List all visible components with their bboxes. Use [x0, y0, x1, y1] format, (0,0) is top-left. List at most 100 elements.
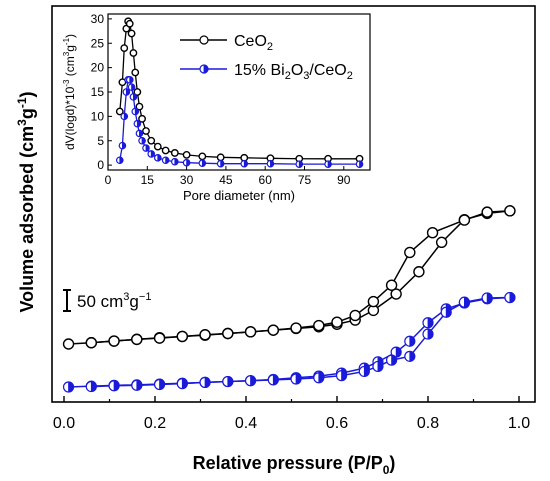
- isotherm-point-desorption: [458, 214, 471, 226]
- isotherm-point-adsorption-fill: [409, 335, 416, 347]
- isotherm-point-desorption: [153, 378, 166, 391]
- isotherm-point-desorption-fill: [363, 366, 370, 377]
- isotherm-point-adsorption-fill: [68, 381, 74, 393]
- psd-point-fill: [174, 158, 179, 166]
- psd-point-fill: [122, 142, 126, 150]
- psd-point: [216, 159, 225, 168]
- isotherm-point-adsorption-fill: [427, 317, 434, 329]
- isotherm-point-desorption: [85, 380, 97, 393]
- psd-point: [240, 159, 249, 168]
- psd-point: [295, 160, 304, 168]
- main-x-tick-label: 0.4: [235, 415, 257, 432]
- psd-point-fill: [131, 83, 136, 91]
- isotherm-point-desorption: [267, 324, 279, 336]
- psd-point-fill: [150, 150, 155, 158]
- isotherm-point-desorption-outline: [404, 246, 416, 259]
- isotherm-point-desorption-outline: [313, 319, 325, 332]
- main-x-tick-label: 0.6: [326, 415, 348, 432]
- psd-point-outline: [153, 142, 162, 151]
- psd-point-fill: [129, 76, 134, 84]
- isotherm-line-adsorption: [68, 210, 510, 345]
- inset-x-tick-label: 75: [298, 173, 312, 187]
- legend-item-ceo2: CeO2: [180, 33, 273, 53]
- psd-point-outline: [131, 68, 140, 77]
- psd-point-fill: [139, 129, 143, 138]
- psd-point-outline: [138, 114, 146, 123]
- psd-point-outline: [216, 153, 225, 162]
- isotherm-point-desorption: [367, 295, 380, 308]
- psd-point: [216, 153, 225, 162]
- isotherm-point-desorption: [290, 322, 302, 334]
- psd-point: [324, 160, 332, 168]
- isotherm-point-adsorption-outline: [390, 288, 402, 300]
- psd-point-fill: [327, 160, 332, 168]
- main-plot-series: [62, 205, 516, 393]
- legend-marker-ceo2: [199, 35, 209, 45]
- psd-point-outline: [135, 102, 144, 111]
- isotherm-point-desorption: [313, 372, 325, 384]
- isotherm-point-desorption-outline: [331, 316, 343, 328]
- psd-point: [266, 159, 275, 168]
- legend-marker-dot: [199, 64, 209, 74]
- isotherm-point-desorption-outline: [426, 226, 439, 239]
- isotherm-point-adsorption: [62, 381, 75, 393]
- isotherm-point-desorption-fill: [272, 374, 279, 386]
- isotherm-point-desorption: [267, 374, 279, 386]
- psd-point-outline: [161, 146, 170, 155]
- isotherm-point-desorption: [131, 379, 143, 391]
- psd-point-fill: [186, 159, 191, 167]
- psd-point-outline: [170, 149, 179, 157]
- isotherm-point-desorption-fill: [486, 292, 493, 304]
- psd-point: [161, 156, 170, 165]
- inset-y-tick-label: 25: [91, 36, 105, 50]
- inset-x-tick-label: 30: [180, 173, 194, 187]
- isotherm-point-desorption-outline: [504, 205, 516, 217]
- inset-x-tick-label: 90: [337, 173, 351, 187]
- psd-point: [138, 136, 146, 145]
- isotherm-point-desorption: [458, 296, 470, 308]
- legend-item-bi2o3-ceo2: 15% Bi2O3/CeO2: [180, 62, 353, 82]
- inset-y-axis-label: dV(logd)*10-3 (cm3g-1): [62, 34, 77, 150]
- psd-point-fill: [133, 93, 137, 101]
- isotherm-point-desorption-fill: [427, 328, 434, 340]
- isotherm-point-adsorption: [390, 346, 402, 358]
- psd-point: [170, 149, 179, 157]
- psd-point: [127, 83, 136, 91]
- psd-point-outline: [129, 49, 138, 57]
- isotherm-point-desorption: [372, 360, 384, 373]
- psd-point: [120, 44, 129, 53]
- psd-point: [198, 159, 207, 167]
- isotherm-point-desorption: [244, 326, 257, 338]
- isotherm-point-desorption-outline: [244, 326, 257, 338]
- isotherm-point-desorption: [426, 226, 439, 239]
- isotherm-point-adsorption: [62, 338, 75, 350]
- isotherm-point-desorption-outline: [290, 322, 302, 334]
- psd-point-fill: [145, 144, 150, 152]
- isotherm-point-adsorption: [404, 335, 416, 347]
- psd-point-outline: [142, 127, 150, 135]
- isotherm-point-desorption: [176, 378, 188, 390]
- main-x-ticks: 0.0 0.2 0.4 0.6 0.8 1.0: [53, 396, 530, 432]
- isotherm-point-desorption: [331, 316, 343, 328]
- inset-x-tick-label: 15: [141, 173, 155, 187]
- psd-point-fill: [298, 160, 303, 168]
- isotherm-point-desorption-fill: [204, 376, 211, 388]
- isotherm-point-desorption: [385, 279, 398, 291]
- psd-point-fill: [141, 137, 146, 145]
- isotherm-point-desorption: [481, 292, 493, 304]
- psd-point: [142, 127, 150, 135]
- scale-bar-label: 50 cm3g−1: [77, 291, 151, 311]
- psd-point: [171, 157, 179, 166]
- main-plot-frame: [51, 5, 536, 403]
- isotherm-point-desorption: [108, 335, 120, 347]
- isotherm-point-desorption-fill: [445, 306, 452, 318]
- isotherm-point-adsorption-outline: [413, 266, 425, 278]
- isotherm-point-desorption-fill: [250, 375, 256, 387]
- isotherm-point-desorption-fill: [227, 376, 234, 387]
- psd-point: [138, 114, 146, 123]
- isotherm-point-desorption: [153, 332, 166, 344]
- psd-point: [135, 102, 144, 111]
- isotherm-point-adsorption-outline: [62, 338, 75, 350]
- psd-point-fill: [201, 159, 206, 167]
